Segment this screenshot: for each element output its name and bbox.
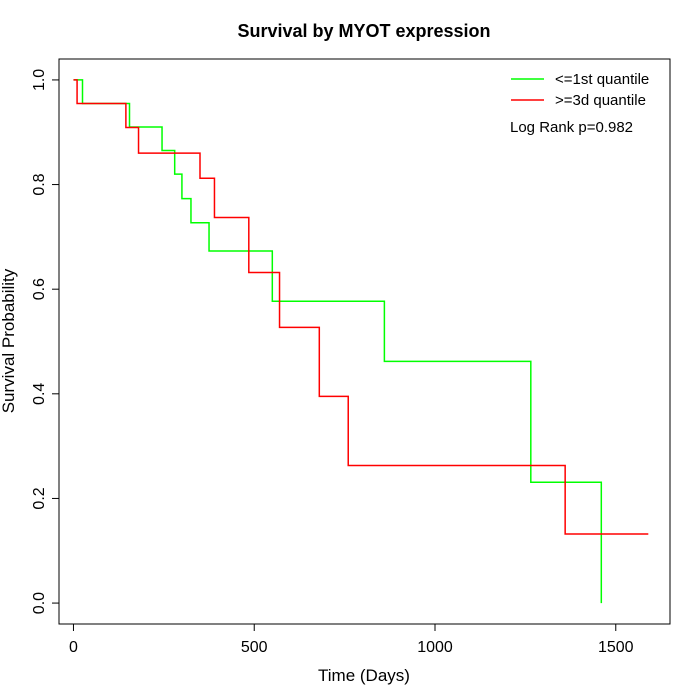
series-layer [73,79,649,604]
x-tick-label: 500 [241,639,268,656]
chart-title: Survival by MYOT expression [237,21,490,41]
log-rank-annotation: Log Rank p=0.982 [510,119,633,136]
y-axis: 0.0 0.2 0.4 0.6 0.8 1.0 [31,69,60,614]
y-axis-label: Survival Probability [0,268,18,413]
y-tick-label: 0.6 [31,278,48,300]
x-axis-label: Time (Days) [318,666,410,685]
y-tick-label: 0.2 [31,487,48,509]
x-tick-label: 0 [69,639,78,656]
plot-frame [58,58,671,625]
y-tick-label: 1.0 [31,69,48,91]
y-tick-label: 0.4 [31,383,48,405]
y-tick-label: 0.8 [31,173,48,195]
x-axis: 0 500 1000 1500 [69,623,634,656]
legend-label: <=1st quantile [555,71,649,88]
y-tick-label: 0.0 [31,592,48,614]
x-tick-label: 1000 [417,639,453,656]
legend-label: >=3d quantile [555,92,646,109]
x-tick-label: 1500 [598,639,634,656]
survival-curve-2 [73,79,649,535]
survival-curve-1 [73,79,603,604]
legend: <=1st quantile >=3d quantile [511,71,649,109]
